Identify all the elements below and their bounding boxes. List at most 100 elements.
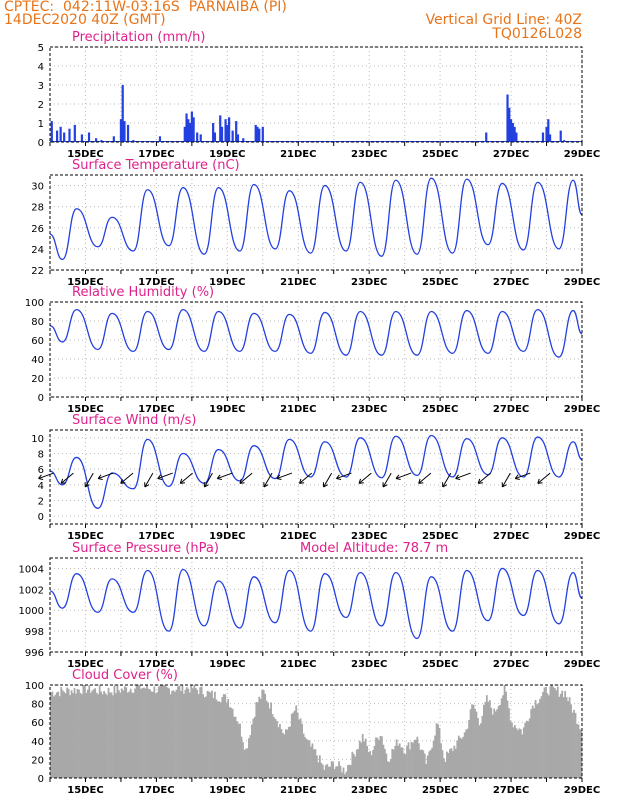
x-tick-label: 21DEC bbox=[280, 659, 316, 670]
x-tick-label: 15DEC bbox=[67, 149, 103, 160]
cloud-bar bbox=[363, 741, 366, 778]
cloud-bar bbox=[506, 700, 509, 778]
wind-vector bbox=[84, 472, 94, 488]
precip-bar bbox=[219, 115, 222, 142]
cloud-bar bbox=[267, 702, 270, 778]
cloud-bar bbox=[311, 743, 314, 778]
cloud-bar bbox=[205, 696, 207, 778]
cloud-bar bbox=[564, 690, 567, 778]
x-tick-label: 25DEC bbox=[422, 277, 458, 288]
cloud-bar bbox=[474, 708, 476, 778]
y-tick-label: 22 bbox=[31, 266, 44, 277]
wind-vector-head bbox=[358, 478, 364, 484]
cloud-bar bbox=[499, 704, 502, 778]
cloud-bar bbox=[388, 762, 391, 778]
cloud-bar bbox=[383, 748, 386, 778]
wind-vector bbox=[144, 472, 154, 488]
y-tick-label: 28 bbox=[31, 203, 44, 214]
panel-frame bbox=[49, 684, 583, 779]
cloud-bar bbox=[94, 688, 97, 778]
y-tick-label: 0 bbox=[38, 774, 44, 785]
cloud-bar bbox=[166, 687, 169, 778]
wind-vector-head bbox=[477, 478, 483, 484]
series-line bbox=[49, 434, 583, 509]
cloud-bar bbox=[428, 751, 431, 778]
precip-bar bbox=[242, 138, 245, 142]
cloud-bar bbox=[128, 691, 131, 778]
cloud-bar bbox=[279, 724, 281, 778]
precip-bar bbox=[59, 126, 62, 142]
cloud-bar bbox=[511, 722, 513, 778]
cloud-bar bbox=[282, 732, 284, 778]
cloud-bar bbox=[378, 740, 380, 778]
cloud-bar bbox=[54, 694, 57, 778]
cloud-bar bbox=[137, 685, 139, 778]
grid-line-note: Vertical Grid Line: 40Z bbox=[425, 12, 582, 28]
cloud-bar bbox=[443, 758, 445, 778]
x-tick-label: 23DEC bbox=[351, 277, 387, 288]
y-tick-label: 20 bbox=[31, 374, 44, 385]
cloud-bar bbox=[451, 751, 454, 778]
cloud-bar bbox=[215, 699, 218, 778]
cloud-bar bbox=[444, 762, 447, 778]
precip-bar bbox=[199, 134, 202, 142]
cloud-bar bbox=[174, 691, 176, 778]
panel-title: Surface Pressure (hPa) bbox=[72, 541, 219, 556]
cloud-bar bbox=[162, 685, 165, 778]
wind-vector-head bbox=[203, 482, 209, 488]
cloud-bar bbox=[333, 769, 336, 778]
x-tick-label: 15DEC bbox=[67, 277, 103, 288]
cloud-bar bbox=[308, 740, 311, 778]
cloud-bar bbox=[191, 688, 194, 778]
cloud-bar bbox=[75, 693, 77, 778]
cloud-bar bbox=[50, 692, 52, 778]
wind-vector-head bbox=[97, 474, 103, 481]
cloud-bar bbox=[115, 693, 117, 778]
cloud-bar bbox=[349, 765, 352, 778]
x-tick-label: 27DEC bbox=[493, 277, 529, 288]
cloud-bar bbox=[521, 734, 524, 778]
wind-vector bbox=[276, 472, 293, 480]
cloud-bar bbox=[568, 697, 571, 778]
cloud-bar bbox=[64, 693, 67, 778]
x-tick-label: 21DEC bbox=[280, 785, 316, 796]
cloud-bar bbox=[157, 686, 160, 778]
precip-bar bbox=[511, 123, 514, 142]
cloud-bar bbox=[382, 744, 385, 778]
cloud-bar bbox=[225, 702, 228, 778]
y-tick-label: 0 bbox=[38, 512, 44, 523]
wind-vector bbox=[515, 472, 531, 480]
cloud-bar bbox=[243, 749, 246, 778]
cloud-bar bbox=[552, 686, 555, 778]
cloud-bar bbox=[344, 774, 346, 778]
cloud-bar bbox=[249, 735, 252, 778]
cloud-bar bbox=[188, 692, 191, 778]
wind-vector bbox=[217, 472, 233, 480]
precip-bar bbox=[188, 123, 192, 142]
cloud-bar bbox=[202, 694, 204, 778]
cloud-bar bbox=[147, 688, 150, 778]
precip-bar bbox=[50, 121, 53, 142]
cloud-bar bbox=[398, 743, 401, 778]
cloud-bar bbox=[271, 714, 274, 778]
precip-bar bbox=[220, 126, 224, 142]
cloud-bar bbox=[240, 736, 243, 778]
wind-vector-head bbox=[336, 474, 342, 481]
cloud-bar bbox=[112, 695, 114, 778]
cloud-bar bbox=[459, 737, 462, 778]
cloud-bar bbox=[515, 728, 518, 778]
cloud-bar bbox=[208, 691, 210, 778]
cloud-bar bbox=[484, 701, 487, 778]
x-tick-label: 29DEC bbox=[564, 277, 600, 288]
cloud-bar bbox=[150, 691, 153, 778]
wind-vector-head bbox=[514, 474, 520, 481]
cloud-bar bbox=[323, 769, 326, 778]
cloud-bar bbox=[305, 738, 308, 778]
cloud-bar bbox=[287, 726, 290, 778]
cloud-bar bbox=[125, 687, 128, 778]
precip-bar bbox=[258, 128, 261, 142]
cloud-bar bbox=[580, 730, 583, 778]
cloud-bar bbox=[304, 737, 306, 778]
cloud-bar bbox=[236, 721, 238, 778]
precip-bar bbox=[261, 126, 264, 142]
